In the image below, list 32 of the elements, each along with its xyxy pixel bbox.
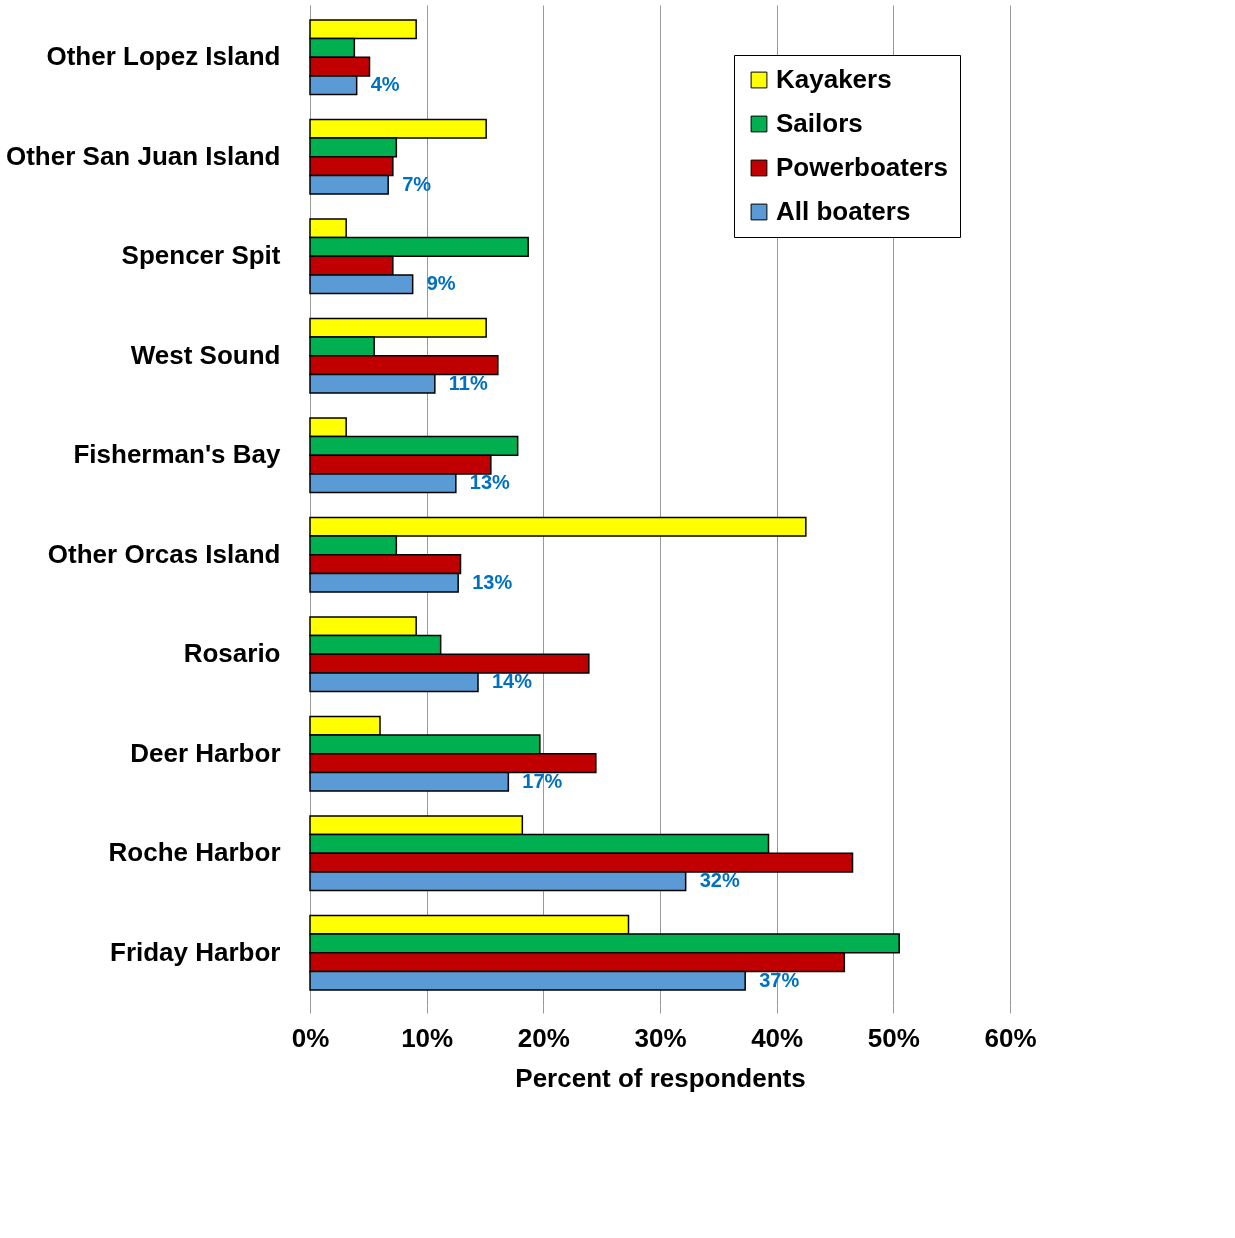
y-tick-label: Other Lopez Island (46, 41, 281, 72)
legend-label: Sailors (776, 108, 863, 138)
x-tick-label: 20% (517, 1022, 570, 1053)
x-tick-label: 50% (867, 1022, 920, 1053)
x-tick-label: 60% (984, 1022, 1037, 1053)
x-tick-label: 10% (401, 1022, 454, 1053)
legend-label: All boaters (776, 196, 911, 226)
x-tick-label: 0% (291, 1022, 330, 1053)
legend-label: Powerboaters (776, 152, 948, 182)
y-tick-label: West Sound (130, 339, 281, 370)
x-axis-title: Percent of respondents (515, 1062, 806, 1093)
data-label: 14% (492, 670, 533, 693)
y-tick-label: Other Orcas Island (47, 538, 281, 569)
legend-label: Kayakers (776, 64, 892, 94)
y-tick-label: Deer Harbor (130, 737, 281, 768)
data-label: 4% (370, 73, 400, 96)
data-label: 37% (759, 968, 800, 991)
y-tick-label: Fisherman's Bay (73, 439, 282, 470)
data-label: 7% (402, 172, 432, 195)
x-tick-label: 30% (634, 1022, 687, 1053)
data-label: 32% (699, 869, 740, 892)
y-tick-label: Friday Harbor (110, 936, 281, 967)
data-label: 9% (426, 272, 456, 295)
y-tick-label: Spencer Spit (121, 240, 281, 271)
y-tick-label: Roche Harbor (108, 837, 281, 868)
data-label: 17% (522, 769, 563, 792)
data-label: 13% (469, 471, 511, 494)
y-tick-label: Other San Juan Island (5, 140, 281, 171)
data-label: 11% (448, 371, 488, 394)
x-tick-label: 40% (751, 1022, 804, 1053)
y-tick-label: Rosario (183, 638, 281, 669)
data-label: 13% (472, 570, 513, 593)
